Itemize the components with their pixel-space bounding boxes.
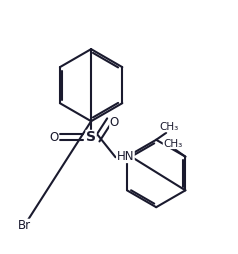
Text: O: O (49, 131, 59, 144)
Text: CH₃: CH₃ (159, 122, 178, 132)
Text: O: O (110, 116, 119, 129)
Text: S: S (86, 131, 96, 145)
Text: CH₃: CH₃ (163, 139, 182, 149)
Text: HN: HN (117, 150, 134, 163)
Text: Br: Br (18, 219, 31, 232)
